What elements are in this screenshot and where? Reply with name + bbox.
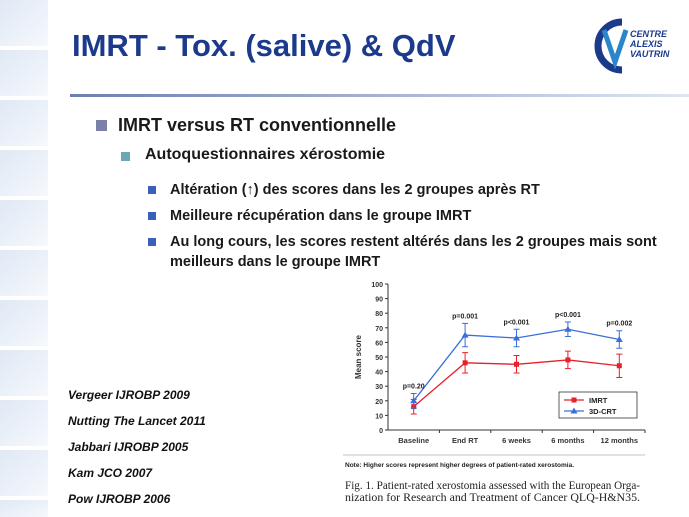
bullet-icon xyxy=(148,238,156,246)
point xyxy=(616,363,622,369)
y-tick-label: 10 xyxy=(375,413,383,420)
y-tick-label: 70 xyxy=(375,326,383,333)
y-tick-label: 30 xyxy=(375,384,383,391)
point xyxy=(564,325,572,332)
y-tick-label: 40 xyxy=(375,370,383,377)
x-tick-label: Baseline xyxy=(398,436,429,445)
y-tick-label: 20 xyxy=(375,399,383,406)
bullet-l3: Au long cours, les scores restent altéré… xyxy=(170,234,657,270)
legend-label: IMRT xyxy=(589,396,608,405)
x-tick-label: End RT xyxy=(452,436,479,445)
reference: Kam JCO 2007 xyxy=(68,466,153,480)
reference: Vergeer IJROBP 2009 xyxy=(68,388,190,402)
bullet-icon xyxy=(148,186,156,194)
bullet-icon xyxy=(96,120,107,131)
reference: Pow IJROBP 2006 xyxy=(68,492,171,506)
bullet-icon xyxy=(121,152,130,161)
x-tick-label: 12 months xyxy=(601,436,639,445)
bullet-l3: Altération (↑) des scores dans les 2 gro… xyxy=(170,182,540,198)
bullet-l2: Autoquestionnaires xérostomie xyxy=(145,146,386,163)
caption: Fig. 1. Patient-rated xerostomia assesse… xyxy=(345,480,640,492)
x-tick-label: 6 weeks xyxy=(502,436,531,445)
y-tick-label: 60 xyxy=(375,340,383,347)
y-axis-label: Mean score xyxy=(354,334,363,379)
bullet-l1: IMRT versus RT conventionnelle xyxy=(118,115,397,135)
point xyxy=(615,335,623,342)
bullet-icon xyxy=(148,212,156,220)
logo-text: ALEXIS xyxy=(629,39,663,49)
y-tick-label: 80 xyxy=(375,311,383,318)
title-rule xyxy=(70,94,689,97)
point xyxy=(513,334,520,341)
point xyxy=(571,397,577,403)
logo: CENTRE ALEXIS VAUTRIN xyxy=(594,18,670,74)
logo-text: VAUTRIN xyxy=(630,49,670,59)
x-tick-label: 6 months xyxy=(551,436,584,445)
y-tick-label: 90 xyxy=(375,297,383,304)
bullet-l3: Meilleure récupération dans le groupe IM… xyxy=(170,208,472,224)
point xyxy=(461,331,469,338)
point xyxy=(514,361,519,367)
legend-label: 3D-CRT xyxy=(589,407,617,416)
annotation: p=0.20 xyxy=(403,384,425,391)
annotation: p=0.001 xyxy=(452,313,478,320)
legend-box xyxy=(558,391,638,419)
y-tick-label: 50 xyxy=(375,355,383,362)
reference: Nutting The Lancet 2011 xyxy=(68,414,206,428)
logo-text: CENTRE xyxy=(630,29,668,39)
slide-title: IMRT - Tox. (salive) & QdV xyxy=(72,28,456,63)
reference: Jabbari IJROBP 2005 xyxy=(68,440,189,454)
point xyxy=(570,407,578,414)
side-tiles xyxy=(0,0,48,517)
y-tick-label: 0 xyxy=(379,428,383,435)
note: Note: Higher scores represent higher deg… xyxy=(345,462,574,469)
point xyxy=(565,357,571,363)
point xyxy=(462,360,468,366)
annotation: p=0.002 xyxy=(606,321,632,328)
annotation: p<0.001 xyxy=(555,312,581,319)
point xyxy=(410,397,418,404)
caption: nization for Research and Treatment of C… xyxy=(345,492,640,504)
y-tick-label: 100 xyxy=(371,282,383,289)
annotation: p<0.001 xyxy=(504,319,530,326)
